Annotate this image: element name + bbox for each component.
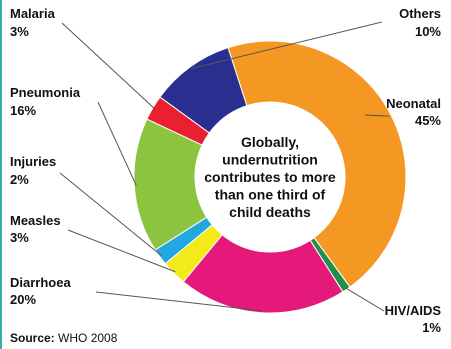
label-others: Others bbox=[399, 6, 441, 21]
center-text-line: undernutrition bbox=[222, 152, 318, 168]
value-label-injuries: 2% bbox=[10, 172, 29, 187]
label-neonatal: Neonatal bbox=[386, 96, 441, 111]
leader-line-others bbox=[191, 21, 383, 70]
leader-line-pneumonia bbox=[97, 101, 137, 186]
leader-line-measles bbox=[67, 229, 176, 273]
value-label-malaria: 3% bbox=[10, 24, 29, 39]
center-text-line: Globally, bbox=[241, 134, 299, 150]
source-text: WHO 2008 bbox=[58, 331, 118, 345]
label-diarrhoea: Diarrhoea bbox=[10, 275, 71, 290]
center-hole bbox=[195, 102, 345, 252]
label-hiv-aids: HIV/AIDS bbox=[385, 303, 442, 318]
labels-layer: Neonatal 45% HIV/AIDS 1% Diarrhoea 20% Measles… bbox=[10, 6, 441, 335]
center-text-line: than one third of bbox=[215, 187, 326, 203]
label-malaria: Malaria bbox=[10, 6, 56, 21]
value-label-others: 10% bbox=[415, 24, 441, 39]
value-label-hiv-aids: 1% bbox=[422, 320, 441, 335]
label-injuries: Injuries bbox=[10, 154, 56, 169]
leader-line-malaria bbox=[61, 22, 156, 110]
center-text-line: contributes to more bbox=[204, 169, 336, 185]
center-text-line: child deaths bbox=[229, 204, 311, 220]
leader-line-diarrhoea bbox=[95, 291, 262, 312]
label-pneumonia: Pneumonia bbox=[10, 85, 81, 100]
leader-line-hiv-aids bbox=[345, 287, 385, 312]
leader-line-injuries bbox=[59, 172, 162, 257]
source-note: Source: WHO 2008 bbox=[10, 331, 117, 345]
value-label-neonatal: 45% bbox=[415, 113, 441, 128]
value-label-diarrhoea: 20% bbox=[10, 292, 36, 307]
label-measles: Measles bbox=[10, 213, 61, 228]
leader-lines-layer bbox=[59, 21, 390, 312]
leader-line-neonatal bbox=[364, 114, 390, 117]
slices-layer bbox=[133, 40, 407, 314]
source-label: Source: bbox=[10, 331, 55, 345]
value-label-pneumonia: 16% bbox=[10, 103, 36, 118]
value-label-measles: 3% bbox=[10, 230, 29, 245]
